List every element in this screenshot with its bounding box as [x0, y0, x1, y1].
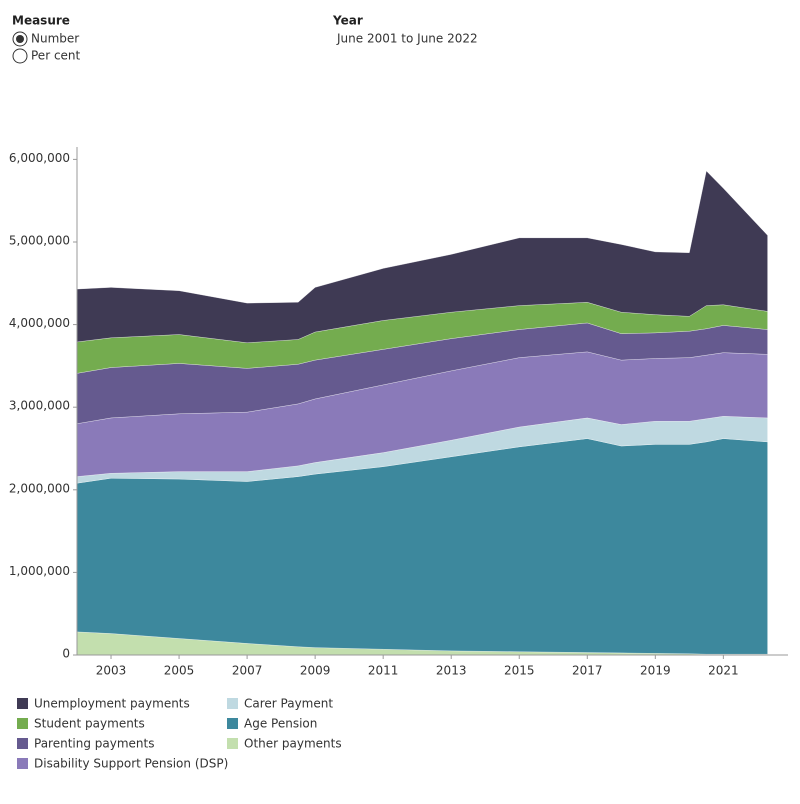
radio-label[interactable]: Per cent	[31, 49, 81, 63]
x-tick-label: 2017	[572, 664, 603, 678]
legend-swatch[interactable]	[17, 718, 28, 729]
measure-label: Measure	[12, 14, 70, 28]
x-tick-label: 2005	[164, 664, 195, 678]
x-tick-label: 2013	[436, 664, 467, 678]
legend-swatch[interactable]	[227, 698, 238, 709]
x-tick-label: 2021	[708, 664, 739, 678]
radio-dot	[16, 35, 24, 43]
legend-swatch[interactable]	[17, 758, 28, 769]
y-tick-label: 5,000,000	[9, 233, 70, 247]
x-tick-label: 2019	[640, 664, 671, 678]
x-tick-label: 2003	[96, 664, 127, 678]
y-tick-label: 3,000,000	[9, 399, 70, 413]
radio-label[interactable]: Number	[31, 32, 79, 46]
y-tick-label: 1,000,000	[9, 564, 70, 578]
legend-label[interactable]: Age Pension	[244, 717, 317, 731]
x-tick-label: 2011	[368, 664, 399, 678]
plot: 0 1,000,000 2,000,000 3,000,000 4,000,000 5,0…	[9, 147, 788, 678]
legend-label[interactable]: Other payments	[244, 737, 342, 751]
legend-swatch[interactable]	[17, 698, 28, 709]
x-tick-label: 2015	[504, 664, 535, 678]
x-tick-label: 2007	[232, 664, 263, 678]
legend-label[interactable]: Carer Payment	[244, 697, 333, 711]
year-value[interactable]: June 2001 to June 2022	[336, 32, 478, 46]
legend-swatch[interactable]	[17, 738, 28, 749]
legend-label[interactable]: Unemployment payments	[34, 697, 190, 711]
legend-label[interactable]: Disability Support Pension (DSP)	[34, 757, 228, 771]
year-label: Year	[332, 14, 363, 28]
y-tick-label: 6,000,000	[9, 151, 70, 165]
legend-label[interactable]: Student payments	[34, 717, 145, 731]
x-tick-label: 2009	[300, 664, 331, 678]
y-tick-label: 0	[62, 647, 70, 661]
y-tick-label: 2,000,000	[9, 481, 70, 495]
legend-swatch[interactable]	[227, 738, 238, 749]
y-tick-label: 4,000,000	[9, 316, 70, 330]
legend-swatch[interactable]	[227, 718, 238, 729]
area	[76, 170, 768, 343]
radio[interactable]	[12, 48, 28, 64]
legend-label[interactable]: Parenting payments	[34, 737, 155, 751]
